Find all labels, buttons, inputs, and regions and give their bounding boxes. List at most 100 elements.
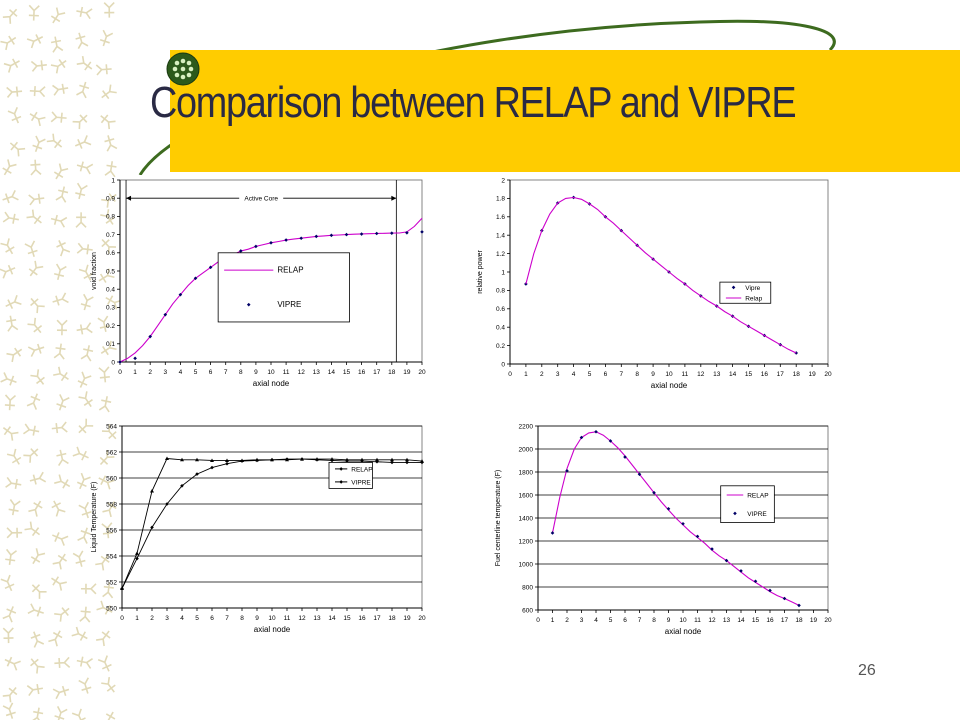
data-point (135, 551, 139, 555)
pattern-glyph (71, 626, 88, 641)
pattern-glyph (105, 295, 122, 310)
pattern-glyph (80, 583, 97, 595)
pattern-glyph (76, 81, 90, 99)
legend: RELAP VIPRE (328, 462, 373, 489)
y-tick-label: 550 (106, 605, 117, 612)
x-tick-label: 5 (195, 615, 199, 622)
y-tick-label: 1200 (519, 538, 534, 545)
pattern-glyph (102, 501, 117, 518)
y-tick-label: 2200 (519, 423, 534, 430)
pattern-glyph (77, 527, 91, 544)
pattern-glyph (78, 501, 92, 519)
pattern-glyph (26, 209, 42, 225)
x-tick-label: 11 (284, 615, 291, 622)
pattern-glyph (52, 532, 69, 546)
y-tick-label: 0 (501, 361, 505, 368)
pattern-glyph (96, 600, 113, 615)
pattern-glyph (52, 685, 70, 700)
pattern-glyph (56, 449, 69, 467)
data-point (239, 249, 243, 253)
x-tick-label: 12 (298, 615, 306, 622)
arrow-head-right (391, 195, 397, 201)
x-tick-label: 1 (135, 615, 139, 622)
x-tick-label: 0 (536, 617, 540, 624)
data-point (210, 458, 214, 462)
x-tick-label: 14 (729, 371, 737, 378)
title-band (170, 50, 960, 172)
data-point (405, 457, 409, 462)
pattern-glyph (100, 340, 117, 356)
x-tick-label: 4 (594, 617, 598, 624)
data-point (285, 457, 289, 461)
pattern-glyph (78, 264, 93, 281)
pattern-glyph (98, 366, 110, 383)
y-tick-label: 800 (522, 584, 533, 591)
y-tick-label: 556 (106, 527, 117, 534)
pattern-glyph (56, 240, 71, 257)
data-point (375, 459, 379, 464)
y-tick-label: 0.4 (496, 325, 505, 332)
chart-void-fraction: 0 1 2 3 4 5 6 7 8 9 10 11 12 13 14 15 16 17 18 19 2000.10.20… (91, 177, 426, 388)
y-tick-label: 1.6 (496, 214, 505, 221)
pattern-glyph (78, 677, 92, 694)
pattern-glyph (98, 396, 112, 413)
legend-box (328, 462, 373, 489)
data-point (724, 558, 729, 563)
data-point (550, 531, 555, 535)
y-tick-label: 0.1 (106, 341, 115, 348)
pattern-glyph (53, 163, 69, 180)
pattern-glyph (6, 315, 19, 332)
pattern-glyph (101, 238, 117, 254)
pattern-glyph (30, 159, 42, 176)
x-tick-label: 3 (163, 369, 167, 376)
data-point (195, 457, 199, 462)
pattern-glyph (51, 500, 66, 517)
x-tick-label: 14 (328, 615, 336, 622)
pattern-glyph (77, 371, 92, 388)
legend-swatch-marker (246, 302, 251, 307)
y-tick-label: 0.6 (496, 306, 505, 313)
pattern-glyph (97, 315, 110, 332)
x-tick-label: 0 (120, 615, 124, 622)
y-axis-label: void fraction (91, 252, 98, 290)
pattern-glyph (72, 114, 88, 130)
pattern-glyph (24, 240, 38, 257)
pattern-glyph (54, 656, 71, 669)
y-tick-label: 0.4 (106, 287, 115, 294)
data-point (284, 238, 288, 242)
x-tick-label: 18 (388, 615, 396, 622)
y-tick-label: 1 (501, 269, 505, 276)
pattern-glyph (54, 706, 68, 720)
pattern-glyph (2, 426, 19, 441)
x-tick-label: 7 (638, 617, 642, 624)
x-tick-label: 20 (824, 371, 832, 378)
x-tick-label: 4 (180, 615, 184, 622)
pattern-glyph (104, 161, 117, 178)
pattern-glyph (27, 343, 45, 357)
x-tick-label: 13 (313, 369, 321, 376)
x-tick-label: 11 (283, 369, 290, 376)
slide-title: Comparison between RELAP and VIPRE (150, 78, 797, 127)
x-tick-label: 8 (652, 617, 656, 624)
pattern-glyph (28, 193, 45, 206)
pattern-glyph (101, 424, 117, 440)
x-tick-label: 7 (225, 615, 229, 622)
data-point (133, 356, 137, 361)
x-tick-label: 16 (358, 369, 366, 376)
pattern-glyph (28, 4, 40, 21)
legend-swatch-marker (733, 511, 737, 516)
x-tick-label: 12 (708, 617, 716, 624)
x-tick-label: 19 (403, 369, 411, 376)
x-tick-label: 5 (194, 369, 198, 376)
pattern-glyph (101, 711, 116, 720)
y-axis-label: Liquid Temperature (F) (91, 482, 98, 553)
pattern-glyph (99, 29, 114, 47)
pattern-glyph (76, 656, 93, 669)
data-point (390, 457, 394, 462)
pattern-glyph (51, 421, 68, 434)
pattern-glyph (2, 702, 16, 719)
pattern-glyph (26, 393, 41, 410)
pattern-glyph (4, 656, 21, 671)
x-tick-label: 18 (793, 371, 801, 378)
pattern-glyph (24, 521, 41, 537)
